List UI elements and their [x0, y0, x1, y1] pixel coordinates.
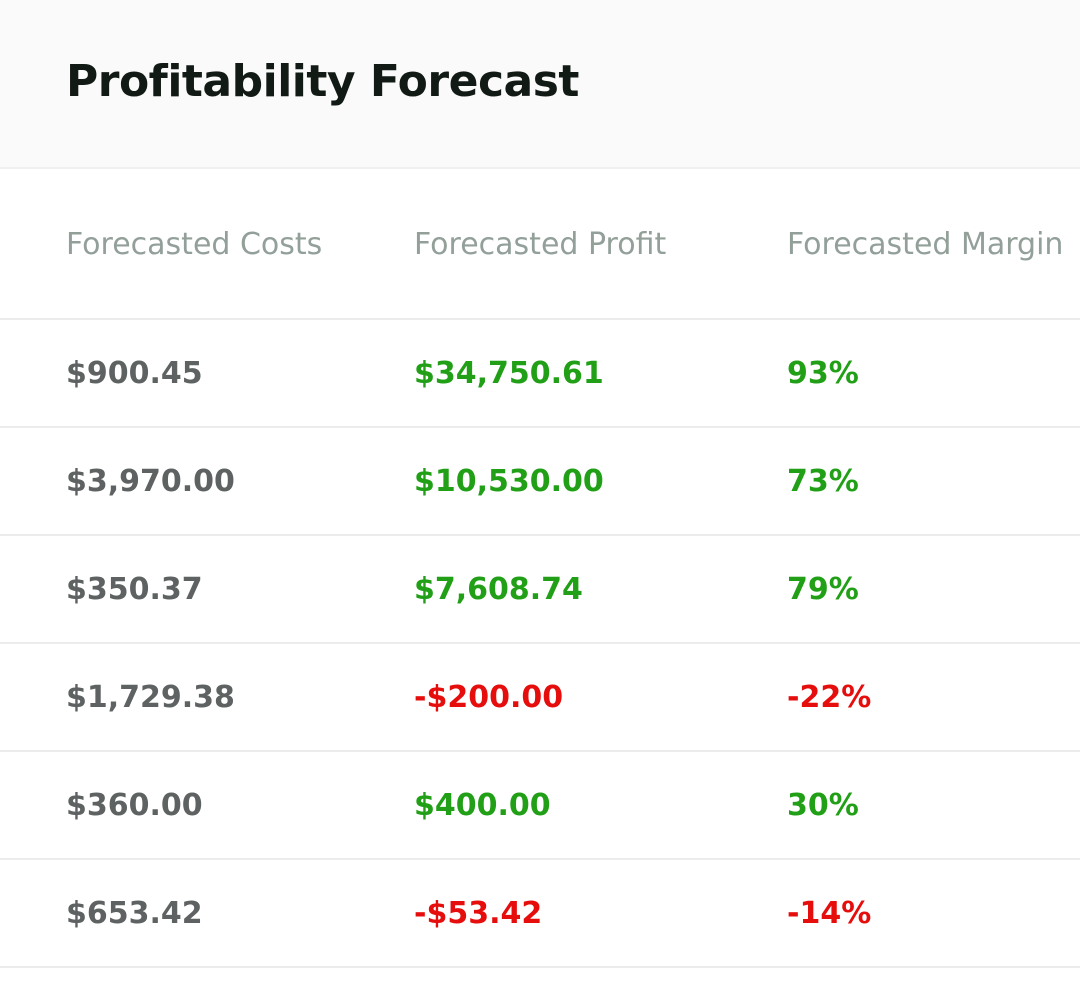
table-row: $653.42 -$53.42 -14% [0, 860, 1080, 968]
margin-cell: 30% [787, 788, 859, 823]
cost-cell: $3,970.00 [66, 464, 235, 499]
profit-cell: $10,530.00 [414, 464, 604, 499]
margin-cell: -22% [787, 680, 872, 715]
forecast-table: Forecasted Costs Forecasted Profit Forec… [0, 169, 1080, 968]
profit-cell: -$200.00 [414, 680, 564, 715]
margin-cell: 73% [787, 464, 859, 499]
margin-cell: 93% [787, 356, 859, 391]
cost-cell: $653.42 [66, 896, 203, 931]
margin-cell: -14% [787, 896, 872, 931]
table-row: $350.37 $7,608.74 79% [0, 536, 1080, 644]
page-header: Profitability Forecast [0, 0, 1080, 169]
profit-cell: $7,608.74 [414, 572, 583, 607]
table-row: $360.00 $400.00 30% [0, 752, 1080, 860]
cost-cell: $1,729.38 [66, 680, 235, 715]
margin-cell: 79% [787, 572, 859, 607]
page-title: Profitability Forecast [66, 56, 579, 107]
table-header-row: Forecasted Costs Forecasted Profit Forec… [0, 169, 1080, 320]
cost-cell: $350.37 [66, 572, 203, 607]
cost-cell: $360.00 [66, 788, 203, 823]
profit-cell: $34,750.61 [414, 356, 604, 391]
table-row: $900.45 $34,750.61 93% [0, 320, 1080, 428]
profit-cell: $400.00 [414, 788, 551, 823]
column-header-margin: Forecasted Margin [787, 227, 1064, 262]
table-row: $1,729.38 -$200.00 -22% [0, 644, 1080, 752]
table-row: $3,970.00 $10,530.00 73% [0, 428, 1080, 536]
profit-cell: -$53.42 [414, 896, 543, 931]
column-header-profit: Forecasted Profit [414, 227, 667, 262]
cost-cell: $900.45 [66, 356, 203, 391]
column-header-costs: Forecasted Costs [66, 227, 323, 262]
